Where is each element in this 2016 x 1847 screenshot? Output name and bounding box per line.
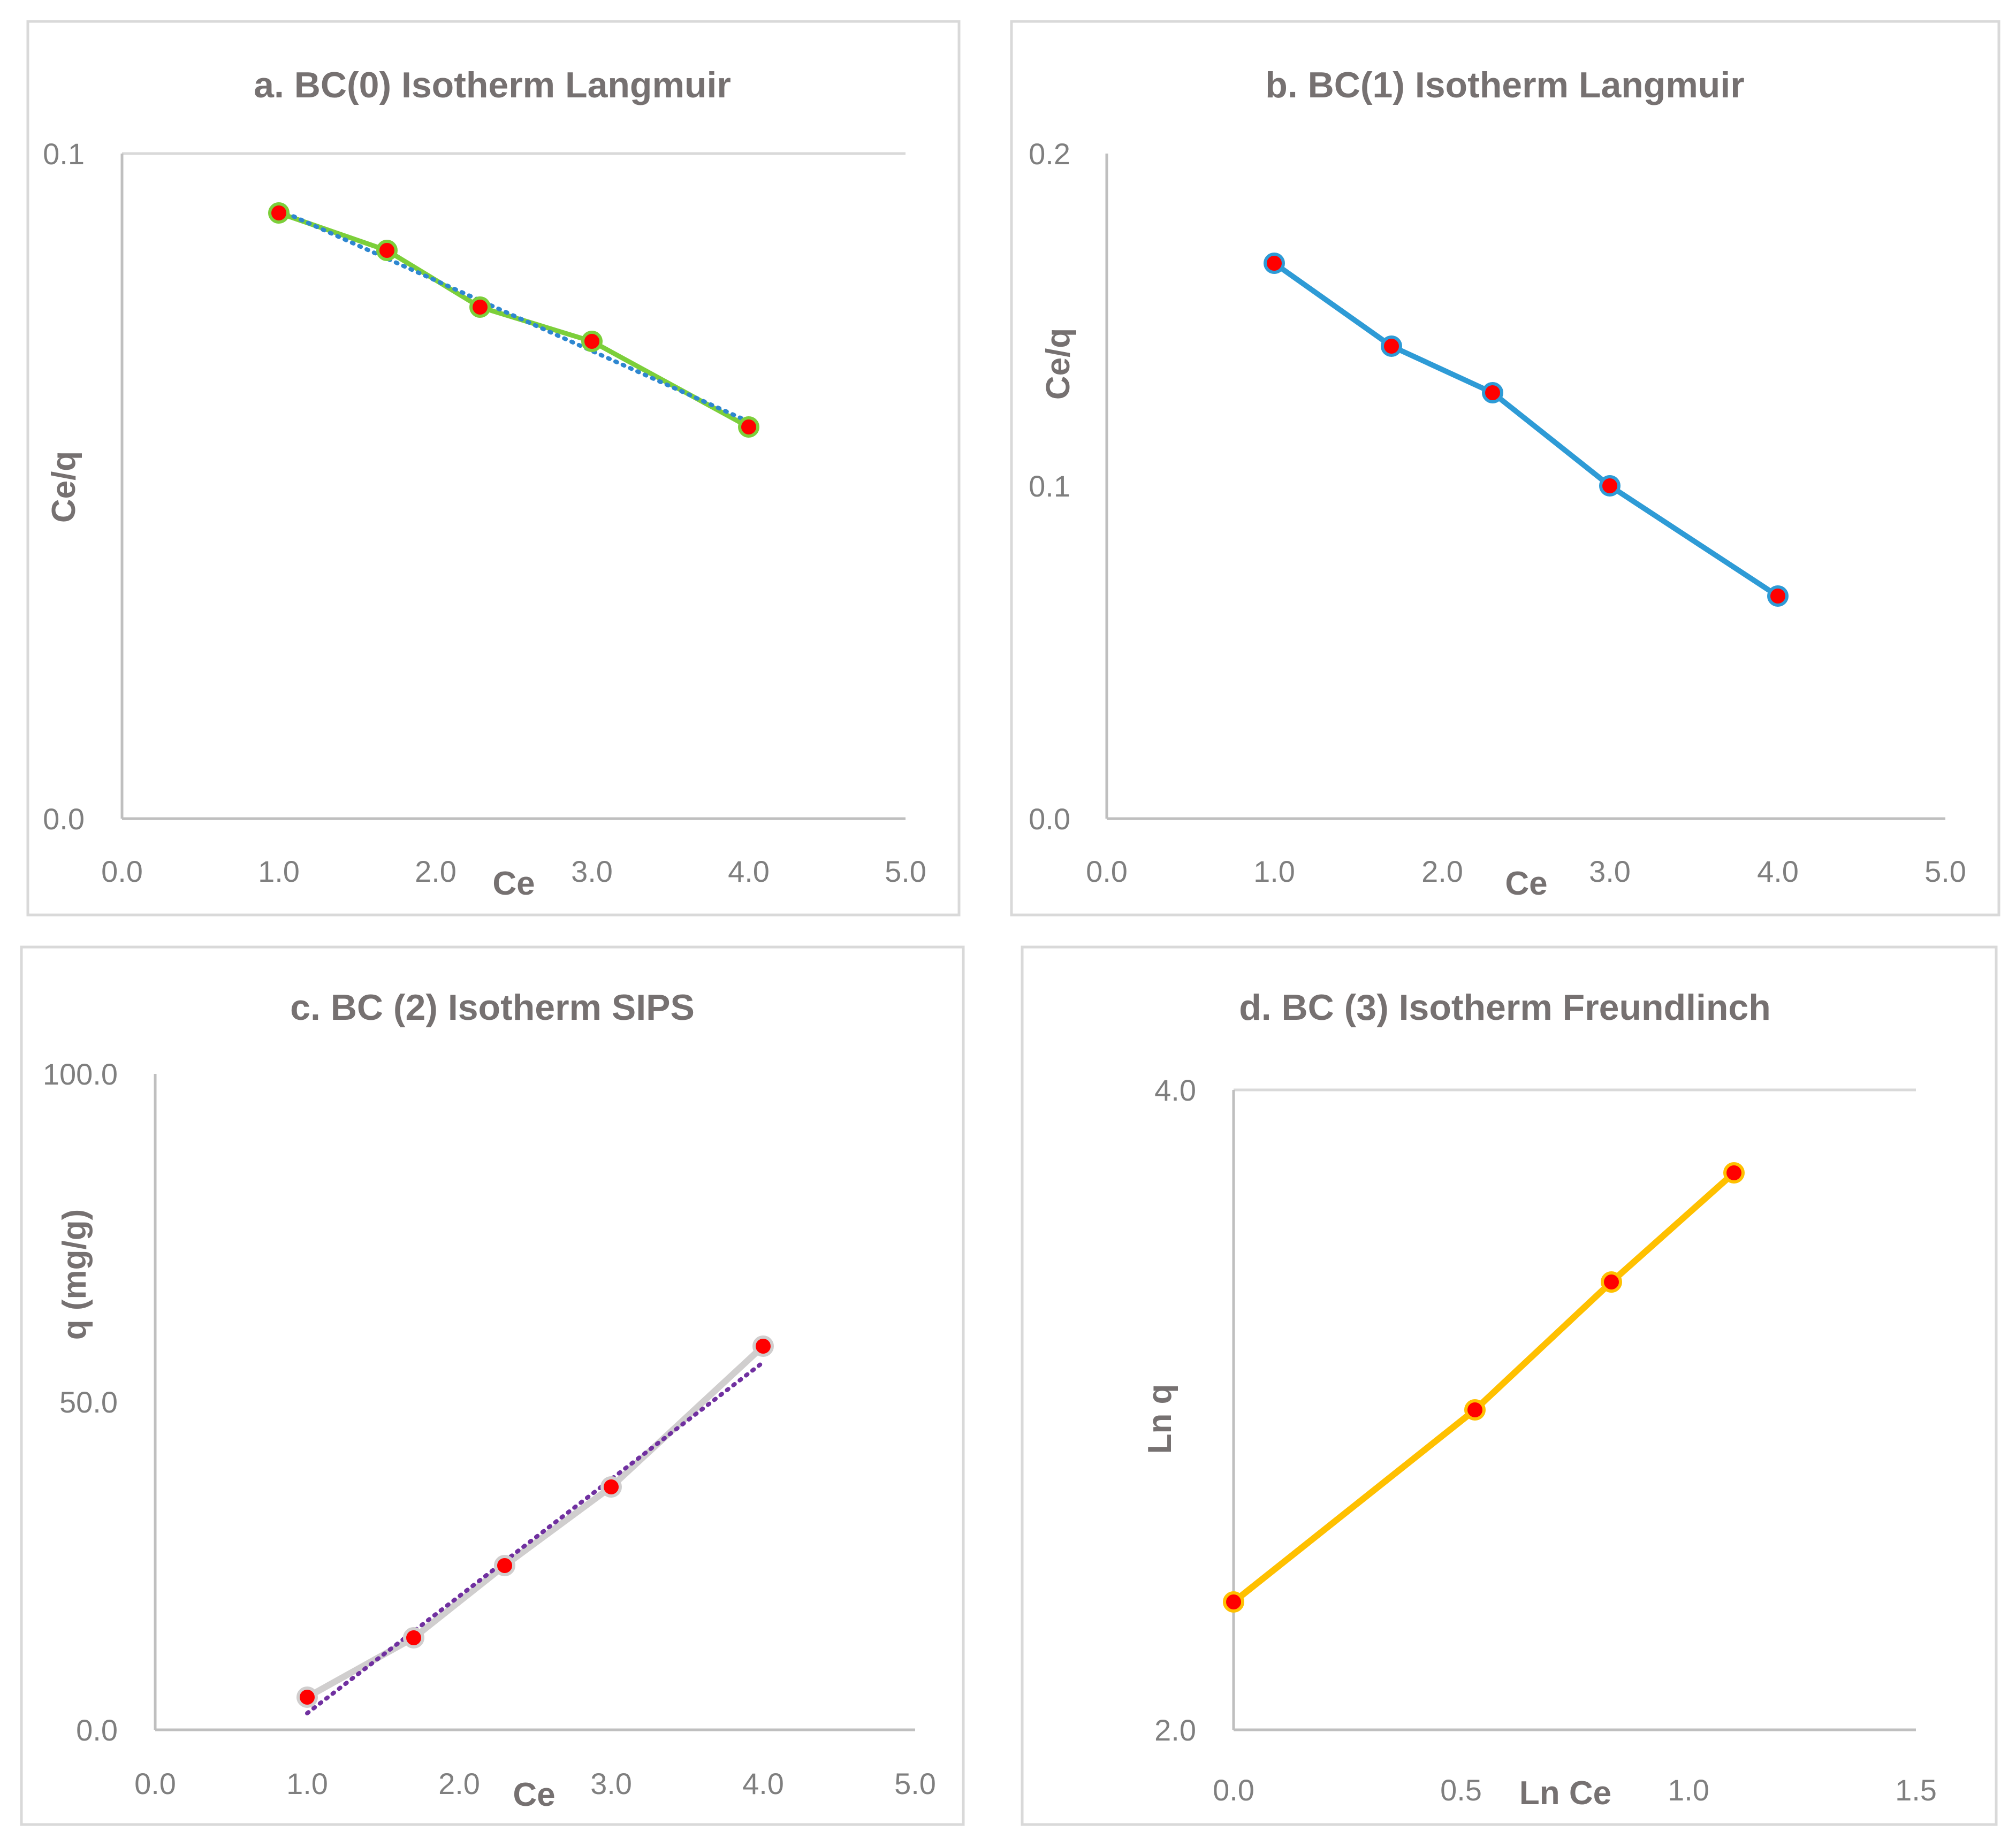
chart-a-point-4: [581, 331, 603, 352]
chart-a: a. BC(0) Isotherm Langmuir 0.0 0.1 0.0 1…: [43, 65, 926, 902]
chart-d-xlabel: Ln Ce: [1519, 1775, 1611, 1812]
chart-b-ytick-1: 0.1: [1029, 469, 1070, 503]
chart-a-trendline: [277, 208, 751, 424]
chart-d-ytick-0: 2.0: [1154, 1713, 1196, 1747]
chart-a-point-3: [469, 296, 491, 318]
chart-d-xtick-1: 0.5: [1440, 1773, 1482, 1807]
panel-a-frame: [26, 20, 961, 917]
chart-a-ylabel: Ce/q: [45, 451, 82, 523]
chart-c-point-2: [403, 1627, 424, 1648]
chart-a-xtick-0: 0.0: [101, 854, 143, 888]
chart-a-xtick-2: 2.0: [415, 854, 457, 888]
chart-a-title: a. BC(0) Isotherm Langmuir: [254, 65, 731, 105]
chart-d-ytick-1: 4.0: [1154, 1073, 1196, 1107]
chart-c-point-3: [494, 1555, 515, 1576]
chart-d-xtick-0: 0.0: [1213, 1773, 1254, 1807]
chart-b-point-1: [1264, 253, 1285, 274]
chart-a-xtick-4: 4.0: [728, 854, 770, 888]
chart-c-point-5: [752, 1335, 774, 1357]
chart-d-point-2: [1464, 1399, 1486, 1421]
panel-d-frame: [1021, 945, 1998, 1826]
chart-c-ylabel: q (mg/g): [56, 1209, 93, 1340]
chart-a-point-2: [376, 240, 398, 261]
chart-a-ytick-0: 0.0: [43, 802, 85, 836]
chart-b-point-5: [1767, 585, 1789, 607]
chart-b-xtick-4: 4.0: [1757, 854, 1799, 888]
chart-b-xtick-2: 2.0: [1421, 854, 1463, 888]
chart-c-point-1: [296, 1686, 318, 1708]
chart-b-xtick-3: 3.0: [1589, 854, 1631, 888]
chart-d-point-3: [1601, 1271, 1622, 1293]
panel-b-frame: [1010, 20, 2000, 917]
chart-b-point-3: [1482, 382, 1503, 403]
chart-b-xlabel: Ce: [1505, 865, 1547, 902]
chart-b-title: b. BC(1) Isotherm Langmuir: [1265, 65, 1744, 105]
chart-d-data-line: [1231, 1170, 1736, 1605]
chart-d-point-4: [1723, 1162, 1745, 1184]
chart-b-xtick-5: 5.0: [1924, 854, 1966, 888]
chart-b-point-4: [1599, 475, 1621, 497]
chart-c-xlabel: Ce: [513, 1776, 555, 1813]
chart-a-ytick-1: 0.1: [43, 137, 85, 171]
chart-c: c. BC (2) Isotherm SIPS 0.0 50.0 100.0 0…: [43, 987, 936, 1813]
chart-a-point-5: [738, 416, 759, 438]
chart-c-xtick-3: 3.0: [590, 1767, 632, 1800]
chart-c-xtick-4: 4.0: [742, 1767, 784, 1800]
chart-b-point-2: [1381, 335, 1402, 357]
chart-c-xtick-2: 2.0: [438, 1767, 480, 1800]
chart-b-ytick-0: 0.0: [1029, 802, 1070, 836]
chart-d-title: d. BC (3) Isotherm Freundlinch: [1239, 987, 1771, 1028]
chart-c-xtick-5: 5.0: [894, 1767, 936, 1800]
chart-b: b. BC(1) Isotherm Langmuir 0.0 0.1 0.2 0…: [1029, 65, 1966, 902]
chart-c-xtick-0: 0.0: [134, 1767, 176, 1800]
chart-c-ytick-1: 50.0: [59, 1385, 118, 1419]
chart-a-point-1: [268, 202, 290, 224]
chart-b-xtick-0: 0.0: [1086, 854, 1128, 888]
chart-d-point-1: [1223, 1591, 1244, 1613]
chart-c-xtick-1: 1.0: [286, 1767, 328, 1800]
chart-c-point-4: [600, 1476, 622, 1498]
chart-b-ylabel: Ce/q: [1040, 328, 1077, 400]
chart-c-ytick-0: 0.0: [76, 1713, 118, 1747]
chart-c-ytick-2: 100.0: [43, 1057, 118, 1091]
chart-c-trendline: [305, 1360, 765, 1715]
panel-c-frame: [20, 945, 965, 1826]
chart-a-xtick-1: 1.0: [258, 854, 300, 888]
chart-b-ytick-2: 0.2: [1029, 137, 1070, 171]
chart-d-xtick-2: 1.0: [1668, 1773, 1709, 1807]
chart-d-ylabel: Ln q: [1142, 1384, 1178, 1454]
chart-a-xlabel: Ce: [492, 865, 535, 902]
chart-a-xtick-5: 5.0: [885, 854, 926, 888]
chart-c-title: c. BC (2) Isotherm SIPS: [290, 987, 695, 1028]
chart-b-xtick-1: 1.0: [1253, 854, 1295, 888]
chart-d-xtick-3: 1.5: [1895, 1773, 1937, 1807]
chart-d: d. BC (3) Isotherm Freundlinch 2.0 4.0 0…: [1142, 987, 1937, 1812]
chart-a-xtick-3: 3.0: [571, 854, 613, 888]
